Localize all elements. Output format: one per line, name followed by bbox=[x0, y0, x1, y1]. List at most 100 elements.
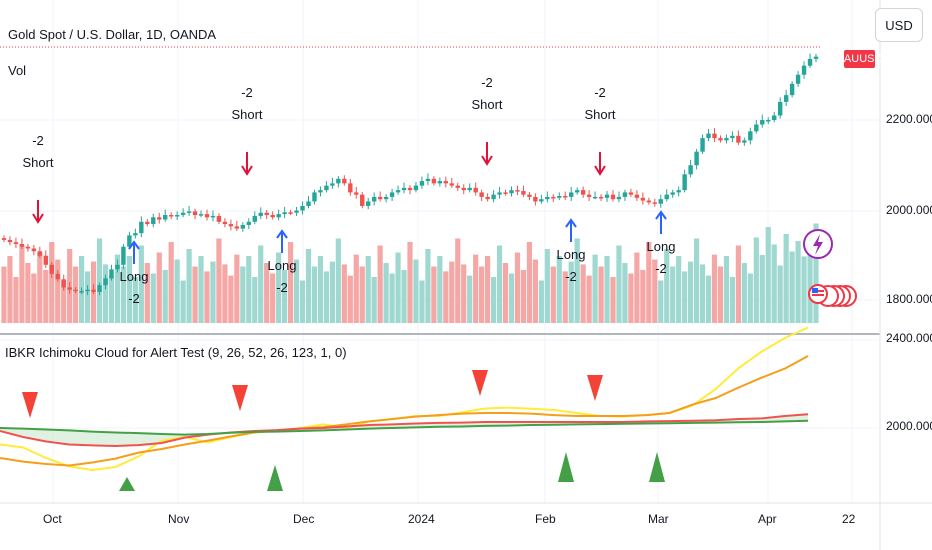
signal-label: -2 Short bbox=[231, 85, 263, 122]
volume-bar bbox=[276, 252, 282, 323]
candle-body bbox=[795, 74, 801, 84]
time-tick: Apr bbox=[758, 512, 777, 526]
volume-bar bbox=[783, 234, 789, 323]
volume-bar bbox=[777, 265, 783, 323]
candle-body bbox=[61, 279, 66, 288]
candle-body bbox=[712, 133, 717, 139]
volume-bar bbox=[264, 263, 270, 323]
candle-body bbox=[25, 246, 31, 249]
candle-body bbox=[610, 194, 616, 200]
signal-label: -2 Short bbox=[584, 85, 616, 122]
volume-bar bbox=[25, 263, 31, 323]
candle-body bbox=[157, 217, 162, 220]
candle-body bbox=[342, 178, 347, 184]
candle-body bbox=[354, 192, 359, 195]
volume-bar bbox=[311, 266, 318, 323]
volume-bar bbox=[371, 277, 377, 323]
currency-button[interactable]: USD bbox=[875, 8, 923, 42]
volume-bar bbox=[490, 277, 497, 323]
candle-body bbox=[85, 289, 90, 292]
volume-bar bbox=[813, 223, 819, 323]
volume-bar bbox=[61, 280, 67, 323]
candle-body bbox=[628, 192, 634, 195]
volume-bar bbox=[807, 246, 813, 323]
candle-body bbox=[604, 194, 610, 198]
volume-bar bbox=[222, 264, 228, 323]
volume-bar bbox=[538, 280, 544, 323]
volume-bar bbox=[258, 245, 264, 323]
symbol-price-badge: XAUUSD bbox=[837, 50, 882, 68]
candle-body bbox=[395, 190, 401, 193]
volume-bar bbox=[544, 249, 550, 323]
candle-body bbox=[801, 65, 807, 75]
volume-bar bbox=[55, 259, 61, 323]
candle-body bbox=[55, 273, 60, 280]
indicator-tick: 2400.000 bbox=[886, 331, 932, 345]
candle-body bbox=[270, 215, 275, 218]
candle-body bbox=[455, 185, 460, 188]
volume-bar bbox=[574, 238, 580, 323]
time-tick: Oct bbox=[43, 512, 62, 526]
candle-body bbox=[180, 212, 186, 216]
chart-title: Gold Spot / U.S. Dollar, 1D, OANDA bbox=[8, 27, 217, 42]
volume-bar bbox=[192, 266, 198, 323]
candle-body bbox=[97, 285, 102, 292]
signal-label: Long -2 bbox=[556, 247, 586, 284]
volume-bar bbox=[240, 266, 246, 323]
volume-bar bbox=[138, 245, 144, 323]
candle-body bbox=[521, 191, 526, 195]
candle-body bbox=[413, 185, 419, 191]
candle-body bbox=[783, 95, 789, 102]
short-arrowhead bbox=[594, 165, 606, 176]
volume-bar bbox=[120, 266, 127, 323]
volume-bar bbox=[198, 256, 204, 323]
short-arrowhead bbox=[481, 155, 493, 166]
volume-bar bbox=[43, 270, 49, 323]
candle-body bbox=[348, 183, 353, 193]
volume-bar bbox=[246, 256, 252, 323]
candle-body bbox=[592, 196, 598, 199]
volume-bar bbox=[317, 256, 324, 323]
volume-bar bbox=[550, 266, 556, 323]
long-arrowhead bbox=[565, 218, 577, 228]
candle-body bbox=[545, 196, 550, 200]
volume-bar bbox=[323, 271, 330, 323]
candle-body bbox=[473, 187, 478, 193]
price-tick: 1800.000 bbox=[886, 292, 932, 306]
flag-stripe-2 bbox=[812, 294, 824, 296]
candle-body bbox=[580, 190, 586, 195]
candle-body bbox=[443, 181, 449, 184]
candle-body bbox=[401, 187, 407, 191]
candle-body bbox=[168, 215, 174, 217]
volume-bar bbox=[717, 266, 724, 323]
candle-body bbox=[133, 233, 138, 236]
volume-bar bbox=[676, 256, 682, 323]
flag-canton bbox=[812, 288, 818, 293]
volume-bar bbox=[771, 244, 777, 323]
bullish-triangle bbox=[119, 477, 135, 491]
candle-body bbox=[276, 214, 281, 218]
candle-body bbox=[569, 192, 574, 197]
candle-body bbox=[634, 194, 640, 198]
volume-bar bbox=[586, 275, 592, 323]
candle-body bbox=[210, 215, 216, 218]
volume-bar bbox=[425, 249, 431, 323]
candle-body bbox=[19, 243, 25, 247]
indicator-title: IBKR Ichimoku Cloud for Alert Test (9, 2… bbox=[5, 345, 347, 360]
volume-bar bbox=[616, 245, 622, 323]
candle-body bbox=[730, 135, 735, 139]
candle-body bbox=[234, 226, 240, 229]
volume-bar bbox=[747, 273, 753, 323]
candle-body bbox=[664, 194, 669, 200]
volume-bar bbox=[96, 238, 103, 323]
candle-body bbox=[306, 201, 311, 206]
candle-body bbox=[688, 165, 693, 175]
candle-body bbox=[389, 192, 395, 197]
volume-bar bbox=[383, 263, 389, 323]
volume-bar bbox=[299, 280, 306, 323]
volume-bar bbox=[526, 242, 533, 323]
candle-body bbox=[407, 187, 413, 191]
cloud-fill bbox=[0, 414, 808, 446]
candle-body bbox=[127, 235, 132, 247]
